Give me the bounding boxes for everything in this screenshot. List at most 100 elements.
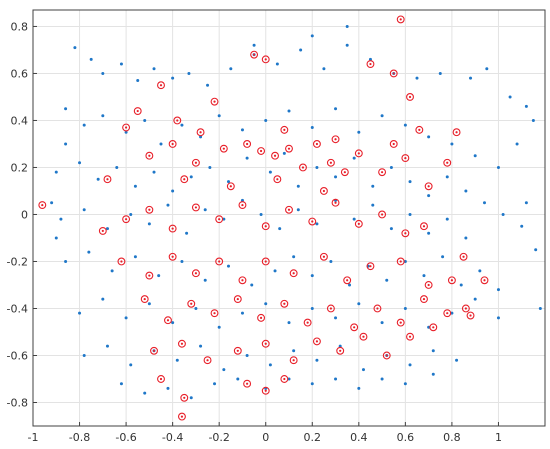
y-tick-label: -0.6 (7, 349, 28, 362)
data-point (354, 219, 363, 228)
data-point (424, 182, 433, 191)
data-point (359, 332, 368, 341)
data-point (210, 309, 219, 318)
data-point (280, 299, 289, 308)
data-point (450, 311, 454, 315)
data-point (145, 151, 154, 160)
data-point (310, 34, 314, 38)
data-point (443, 309, 452, 318)
data-point (396, 15, 405, 24)
data-point (217, 114, 221, 118)
data-point (396, 318, 405, 327)
data-point (191, 269, 200, 278)
data-point (78, 161, 82, 165)
x-tick-label: -0.2 (208, 431, 229, 444)
data-point (340, 168, 349, 177)
data-point (191, 203, 200, 212)
data-point (538, 306, 542, 310)
data-point (315, 358, 319, 362)
data-point (196, 128, 205, 137)
data-point (319, 252, 328, 261)
data-point (455, 358, 459, 362)
data-point (371, 203, 375, 207)
data-point (406, 93, 414, 101)
data-point (385, 278, 389, 282)
data-point (296, 208, 300, 212)
data-point (424, 281, 433, 289)
x-tick-label: 0.4 (350, 431, 368, 444)
data-point (177, 412, 186, 421)
data-point (217, 325, 221, 329)
data-point (82, 123, 86, 127)
data-point (187, 299, 196, 308)
data-point (459, 283, 463, 287)
data-point (401, 154, 410, 163)
data-point (524, 104, 528, 108)
grid-lines (32, 10, 545, 426)
data-point (389, 69, 398, 78)
data-point (520, 224, 524, 228)
data-point (319, 187, 328, 195)
data-point (110, 269, 114, 273)
data-point (427, 231, 431, 235)
data-point (352, 156, 356, 160)
data-point (268, 363, 272, 367)
data-point (38, 201, 47, 210)
data-point (496, 316, 500, 320)
data-point (461, 304, 470, 313)
data-point (357, 302, 361, 306)
data-point (171, 321, 175, 325)
data-point (133, 184, 137, 188)
data-point (238, 276, 247, 285)
data-point (403, 382, 407, 386)
data-point (296, 184, 300, 188)
data-point (64, 142, 68, 146)
data-point (152, 67, 156, 71)
data-point (334, 107, 338, 111)
y-tick-label: -0.4 (7, 302, 28, 315)
data-point (50, 201, 54, 205)
data-point (240, 311, 244, 315)
data-point (348, 283, 352, 287)
data-point (150, 346, 158, 355)
data-point (345, 43, 349, 47)
data-point (238, 201, 247, 210)
data-point (464, 189, 468, 193)
data-point (334, 175, 338, 179)
data-point (273, 269, 277, 273)
data-point (243, 379, 252, 388)
data-point (236, 377, 240, 381)
data-point (380, 114, 384, 118)
data-point (422, 274, 426, 278)
data-point (343, 276, 352, 285)
data-point (287, 109, 291, 113)
data-point (180, 175, 189, 184)
data-point (275, 62, 279, 66)
data-point (124, 130, 128, 134)
data-point (203, 208, 207, 212)
data-point (310, 274, 314, 278)
data-point (292, 349, 296, 353)
data-point (189, 396, 193, 400)
data-point (389, 227, 393, 231)
data-point (445, 217, 449, 221)
y-tick-label: 0.8 (11, 20, 29, 33)
data-point (312, 337, 321, 346)
data-point (420, 295, 428, 304)
data-point (103, 175, 112, 184)
data-point (143, 118, 147, 122)
data-point (101, 114, 105, 118)
data-point (145, 205, 154, 214)
series-0 (50, 24, 542, 400)
data-point (408, 212, 412, 216)
data-point (382, 351, 391, 360)
data-point (443, 158, 452, 167)
data-point (199, 135, 203, 139)
y-tick-label: 0 (21, 208, 28, 221)
data-point (264, 118, 268, 122)
data-point (261, 339, 270, 348)
data-point (357, 386, 361, 390)
data-point (261, 257, 270, 266)
data-point (287, 321, 291, 325)
